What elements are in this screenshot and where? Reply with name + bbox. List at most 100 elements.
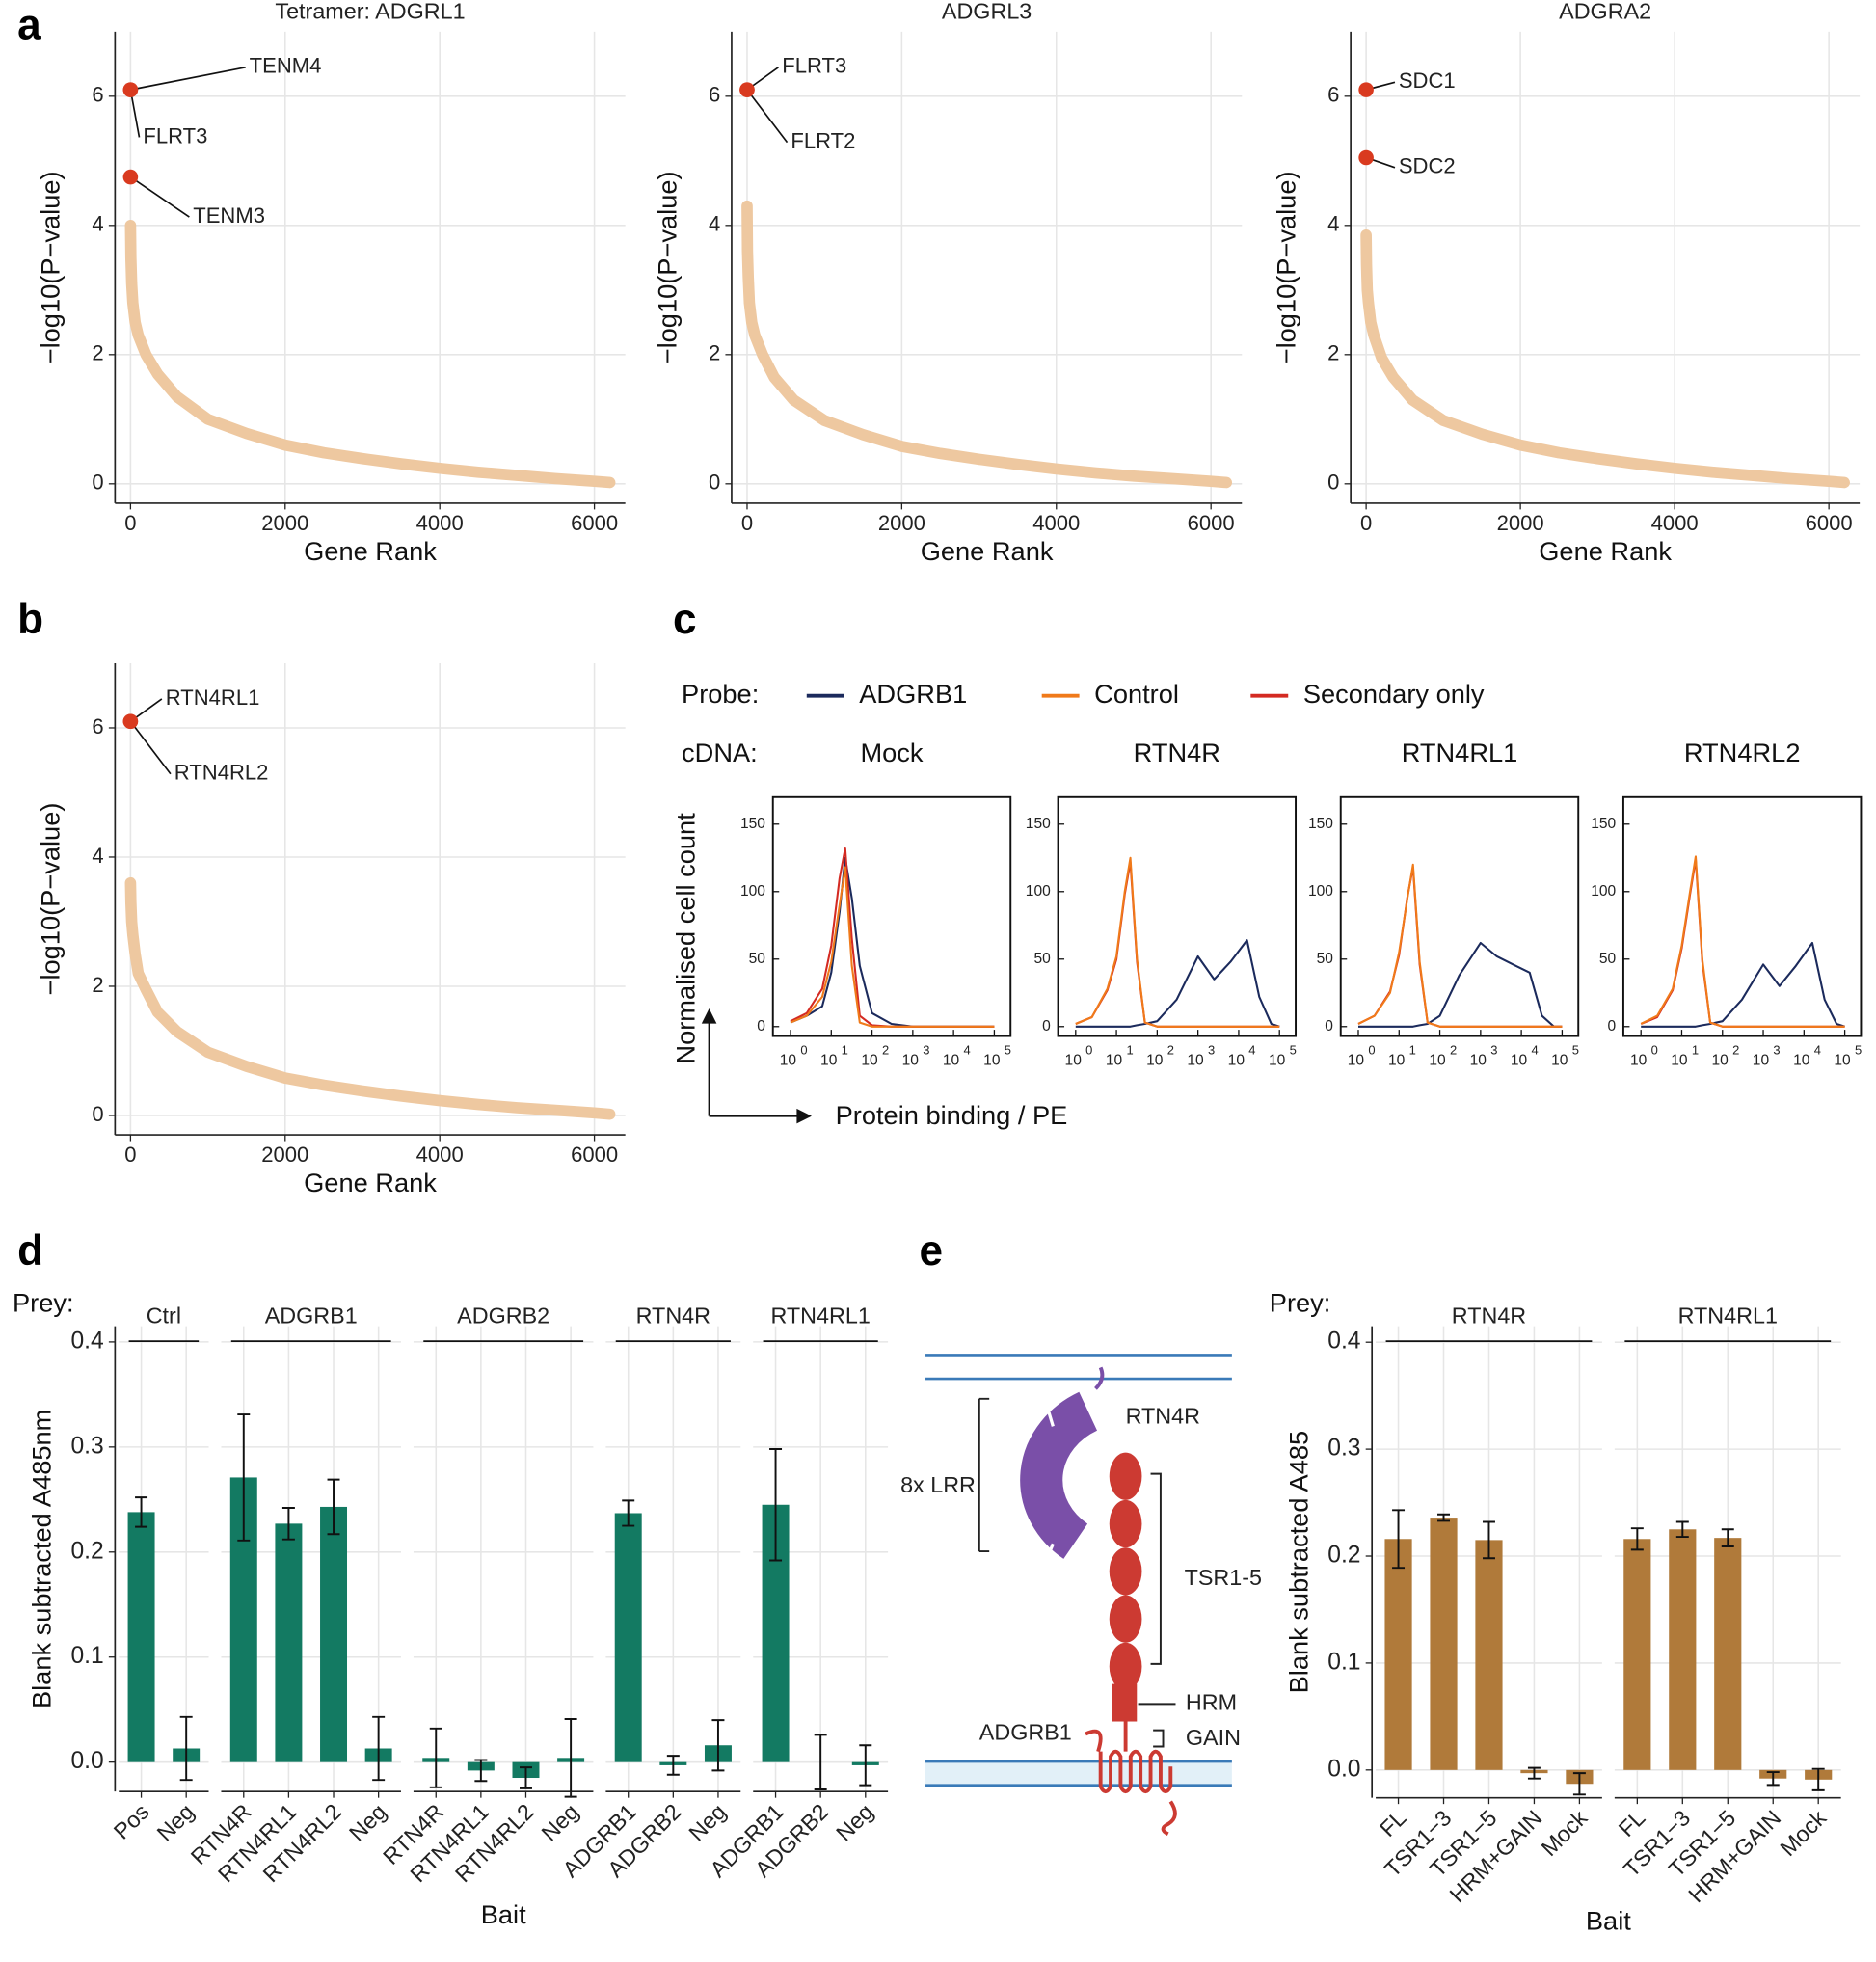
x-tick-label: 0 (124, 511, 136, 535)
bar (275, 1523, 303, 1762)
x-tick-exponent: 0 (800, 1043, 807, 1058)
facet-title: ADGRB1 (265, 1304, 358, 1329)
y-tick-label: 0 (1325, 1018, 1333, 1035)
plot-frame (1057, 795, 1298, 1037)
histogram-line (1641, 941, 1845, 1028)
bar (1384, 1539, 1412, 1770)
x-tick-label: Mock (1537, 1805, 1593, 1861)
x-tick-label: Neg (831, 1799, 878, 1846)
error-bar (859, 1744, 872, 1787)
x-tick-exponent: 0 (1368, 1043, 1375, 1058)
y-tick-label: 2 (92, 341, 103, 365)
y-tick-label: 150 (740, 816, 765, 832)
y-tick-label: 2 (709, 341, 720, 365)
rtn4r-stem (1094, 1366, 1105, 1390)
tsr (1109, 1499, 1142, 1548)
panel-letter: d (17, 1227, 43, 1275)
x-tick-label: 2000 (261, 1142, 308, 1167)
x-tick-label: 10 (1630, 1053, 1648, 1069)
y-axis-label: −log10(P−value) (652, 171, 682, 363)
plot-frame (1621, 795, 1863, 1037)
x-axis-label: Bait (1586, 1906, 1631, 1936)
plot-frame (771, 795, 1012, 1037)
x-tick-exponent: 1 (1126, 1043, 1133, 1058)
bar (614, 1513, 642, 1762)
y-tick-label: 0 (1607, 1018, 1616, 1035)
y-tick-label: 100 (1026, 883, 1051, 900)
gain-bracket (1153, 1729, 1165, 1748)
error-bar (1572, 1772, 1586, 1796)
x-tick-exponent: 4 (964, 1043, 971, 1058)
error-bar (1811, 1767, 1825, 1791)
y-tick-label: 6 (92, 714, 103, 739)
histogram-line (1357, 863, 1563, 1028)
x-tick-label: Pos (109, 1799, 154, 1844)
histogram-line (1640, 858, 1845, 1028)
rank-curve (124, 876, 616, 1120)
x-tick-label: 4000 (416, 511, 464, 535)
x-tick-exponent: 5 (1572, 1043, 1579, 1058)
error-bar (135, 1496, 148, 1528)
arrow-head (701, 1008, 717, 1024)
x-tick-label: 10 (1388, 1053, 1406, 1069)
y-axis-label: −log10(P−value) (36, 171, 66, 363)
bar (127, 1512, 155, 1762)
facet-title: RTN4RL1 (1678, 1304, 1778, 1329)
panel-letter: a (17, 2, 41, 49)
x-axis-label: Gene Rank (1539, 536, 1672, 566)
histogram-line (1075, 939, 1280, 1028)
x-tick-exponent: 1 (1409, 1043, 1416, 1058)
y-tick-label: 50 (1317, 951, 1334, 967)
diagram-label: TSR1-5 (1185, 1565, 1262, 1590)
y-tick-label: 0.0 (1327, 1756, 1360, 1782)
membrane-fill (925, 1761, 1232, 1786)
tsr (1109, 1642, 1142, 1691)
error-bar (622, 1499, 635, 1527)
y-tick-label: 4 (92, 844, 103, 868)
x-tick-label: Neg (683, 1799, 731, 1846)
lrr-bracket (978, 1397, 990, 1553)
legend-label: ADGRB1 (859, 679, 967, 709)
highlight-point (1358, 82, 1374, 97)
leader-line (130, 66, 246, 91)
x-tick-label: 4000 (1032, 511, 1080, 535)
panel-letter: c (673, 596, 697, 643)
highlight-point (122, 713, 139, 730)
x-tick-label: 10 (1228, 1053, 1246, 1069)
x-tick-exponent: 1 (1692, 1043, 1699, 1058)
error-bar (1721, 1528, 1734, 1547)
x-tick-label: 10 (1348, 1053, 1365, 1069)
highlight-point (122, 169, 139, 185)
error-bar (1437, 1513, 1450, 1522)
leader-line (129, 720, 172, 775)
y-tick-label: 0.4 (1327, 1329, 1360, 1355)
x-tick-exponent: 0 (1651, 1043, 1658, 1058)
legend-title: Probe: (682, 679, 759, 709)
y-tick-label: 6 (92, 83, 103, 107)
x-tick-label: Mock (1775, 1805, 1831, 1861)
seven-tm (1085, 1729, 1177, 1837)
y-tick-label: 100 (1308, 883, 1333, 900)
x-axis-label: Bait (481, 1899, 526, 1929)
point-label: TENM4 (250, 54, 322, 78)
point-label: SDC1 (1399, 68, 1456, 93)
y-tick-label: 2 (92, 973, 103, 997)
tsr-bracket (1150, 1472, 1162, 1665)
y-tick-label: 0.1 (70, 1643, 103, 1669)
x-tick-label: 10 (1671, 1053, 1688, 1069)
lrr-arc (1020, 1391, 1098, 1559)
x-tick-label: 4000 (416, 1142, 464, 1167)
facet-label: Prey: (1270, 1288, 1331, 1318)
error-bar (179, 1715, 193, 1782)
facet-title: RTN4RL1 (1402, 738, 1518, 767)
error-bar (474, 1759, 488, 1783)
y-tick-label: 0 (92, 1102, 103, 1126)
histogram-line (790, 866, 995, 1028)
y-tick-label: 0.3 (70, 1433, 103, 1459)
facet-title: RTN4R (636, 1304, 710, 1329)
x-tick-exponent: 3 (923, 1043, 929, 1058)
x-tick-label: 10 (983, 1053, 1001, 1069)
y-tick-label: 0 (709, 470, 720, 495)
x-axis-label: Gene Rank (304, 1168, 437, 1197)
